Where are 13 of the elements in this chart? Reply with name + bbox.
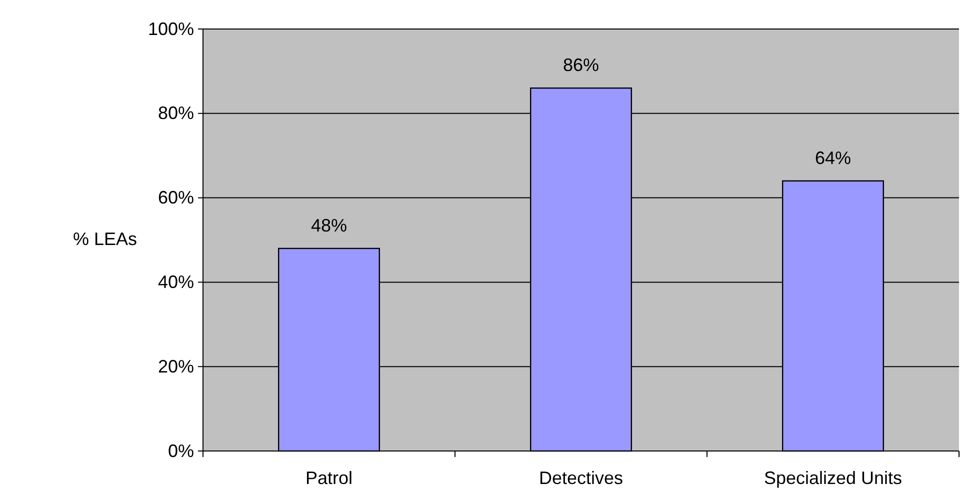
y-tick-label: 60%	[158, 188, 194, 208]
data-label: 86%	[562, 55, 600, 76]
y-tick-label: 20%	[158, 356, 194, 376]
x-tick-label: Specialized Units	[764, 468, 902, 488]
x-tick-label: Detectives	[538, 468, 624, 488]
y-axis-title: % LEAs	[72, 228, 138, 249]
y-tick-label: 100%	[148, 18, 194, 39]
y-tick-label: 40%	[158, 272, 194, 292]
y-tick-label: 80%	[158, 103, 194, 124]
x-tick-label: Patrol	[305, 468, 353, 488]
data-label: 64%	[814, 148, 852, 168]
data-label: 48%	[310, 215, 348, 236]
y-tick-label: 0%	[168, 440, 194, 461]
